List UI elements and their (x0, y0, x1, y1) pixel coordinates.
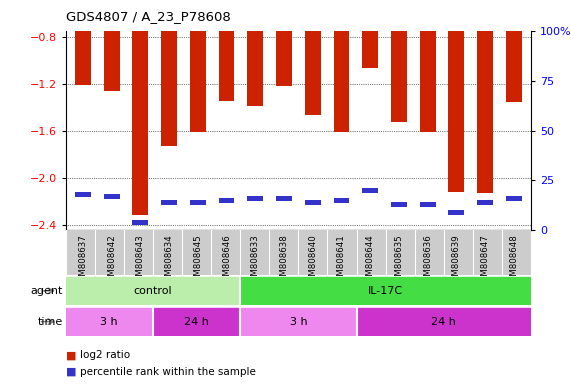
Text: GSM808638: GSM808638 (279, 234, 288, 287)
Text: GSM808640: GSM808640 (308, 234, 317, 287)
Bar (219, 198, 235, 203)
Text: GSM808647: GSM808647 (481, 234, 489, 287)
Text: GDS4807 / A_23_P78608: GDS4807 / A_23_P78608 (66, 10, 231, 23)
Bar (305, 31, 320, 115)
Bar (75, 31, 91, 85)
Bar (362, 31, 378, 68)
Bar (276, 196, 292, 201)
Text: GSM808636: GSM808636 (423, 234, 432, 287)
Bar (391, 31, 407, 122)
Text: percentile rank within the sample: percentile rank within the sample (80, 367, 256, 377)
Text: GSM808642: GSM808642 (107, 234, 116, 287)
Text: ■: ■ (66, 350, 76, 360)
Text: GSM808643: GSM808643 (136, 234, 145, 287)
Bar (305, 200, 320, 205)
Text: 24 h: 24 h (431, 316, 456, 327)
Bar (448, 210, 464, 215)
Text: GSM808639: GSM808639 (452, 234, 461, 286)
Bar (240, 308, 356, 336)
Bar (477, 31, 493, 193)
Bar (240, 277, 531, 305)
Bar (104, 31, 119, 91)
Bar (66, 277, 240, 305)
Bar (333, 198, 349, 203)
Bar (161, 200, 177, 205)
Text: GSM808635: GSM808635 (395, 234, 403, 287)
Bar (190, 200, 206, 205)
Bar (506, 31, 522, 103)
Text: agent: agent (30, 286, 63, 296)
Text: time: time (38, 316, 63, 327)
Text: GSM808646: GSM808646 (222, 234, 231, 287)
Bar (506, 196, 522, 201)
Text: control: control (134, 286, 172, 296)
Text: IL-17C: IL-17C (368, 286, 403, 296)
Bar (132, 220, 148, 225)
Bar (161, 31, 177, 146)
Text: 3 h: 3 h (100, 316, 118, 327)
Text: GSM808648: GSM808648 (509, 234, 518, 287)
Bar (247, 31, 263, 106)
Bar (104, 194, 119, 199)
Text: GSM808644: GSM808644 (365, 234, 375, 287)
Bar (247, 196, 263, 201)
Text: GSM808645: GSM808645 (194, 234, 202, 287)
Bar (356, 308, 531, 336)
Bar (219, 31, 235, 101)
Bar (420, 202, 436, 207)
Text: GSM808633: GSM808633 (251, 234, 260, 287)
Text: 3 h: 3 h (289, 316, 307, 327)
Bar (132, 31, 148, 215)
Bar (362, 188, 378, 193)
Bar (190, 31, 206, 132)
Bar (153, 308, 240, 336)
Text: GSM808634: GSM808634 (164, 234, 174, 287)
Bar (391, 202, 407, 207)
Bar (66, 308, 153, 336)
Bar (333, 31, 349, 132)
Bar (75, 192, 91, 197)
Bar (448, 31, 464, 192)
Bar (420, 31, 436, 132)
Bar (477, 200, 493, 205)
Bar (276, 31, 292, 86)
Text: ■: ■ (66, 367, 76, 377)
Text: GSM808641: GSM808641 (337, 234, 346, 287)
Text: GSM808637: GSM808637 (78, 234, 87, 287)
Text: 24 h: 24 h (184, 316, 209, 327)
Text: log2 ratio: log2 ratio (80, 350, 130, 360)
